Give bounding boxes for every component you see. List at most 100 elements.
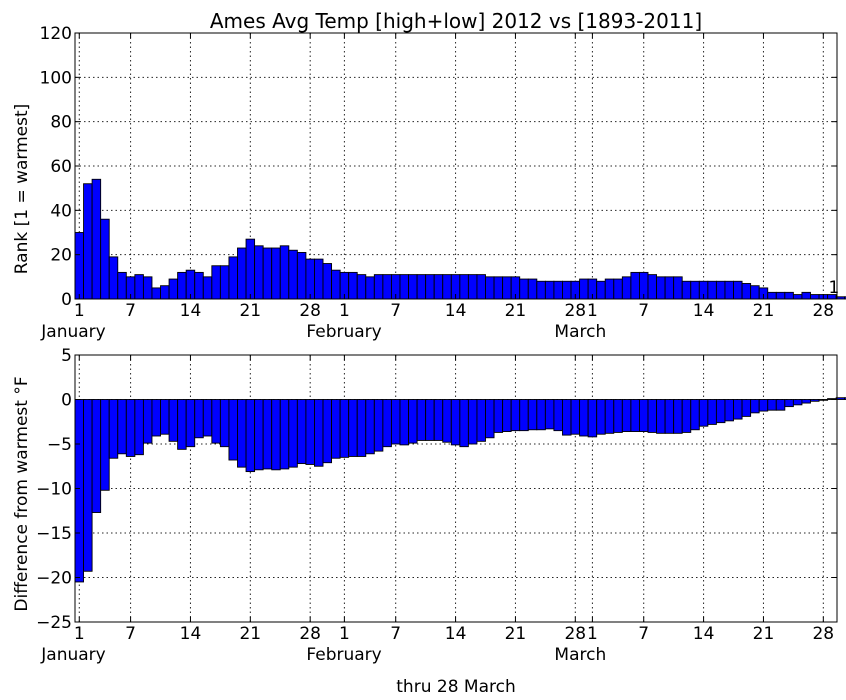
bar [553,280,563,300]
bar [348,399,358,457]
bar [596,280,606,300]
bar [433,399,444,441]
bar [211,399,221,444]
bar [185,399,196,448]
bar [245,399,256,473]
bar [237,399,247,468]
bar [467,399,478,445]
bar [527,399,538,431]
bar [194,399,204,439]
bar [160,399,170,435]
bar [493,276,504,300]
bar [579,399,589,437]
bar [142,276,153,300]
x-tick-label: 1 [74,301,85,321]
x-tick-label: 7 [390,301,401,321]
x-tick-label: 1 [74,624,85,644]
x-tick-label: 14 [445,301,467,321]
bar [117,271,127,300]
bar [579,278,589,300]
month-label: January [40,322,105,342]
x-tick-label: 28 [299,301,321,321]
bar [476,399,486,442]
bar [596,399,606,435]
bar [134,274,144,300]
bar [562,399,572,436]
bar [707,399,717,425]
bar [408,274,418,300]
rank-y-axis-label: Rank [1 = warmest] [12,104,32,275]
bar [750,285,760,300]
bar [108,399,119,459]
bar [416,399,427,441]
bar [245,238,256,300]
month-label: February [306,322,381,342]
bar [91,399,102,513]
bar [416,274,427,300]
x-tick-label: 1 [339,624,350,644]
bar [331,269,341,300]
x-tick-label: 21 [505,301,527,321]
bar [510,399,521,432]
bar [442,399,452,443]
x-axis-label: thru 28 March [396,677,515,697]
x-tick-label: 28 [564,301,586,321]
bar [450,399,461,446]
bar [74,232,85,300]
bar [314,258,324,300]
bar [630,271,640,300]
bar [108,256,119,300]
bar [621,399,632,432]
bar [476,274,486,300]
difference-y-axis-label: Difference from warmest °F [12,376,32,611]
bar [237,247,247,300]
bar [844,397,846,400]
y-tick-label: 0 [61,290,72,310]
x-tick-label: 28 [812,624,834,644]
bar [527,278,538,300]
bar [151,287,161,300]
bar [784,291,794,300]
y-tick-label: −5 [47,435,72,455]
bar [733,399,743,420]
bar [228,399,238,461]
bar [767,399,777,411]
bar [775,399,786,411]
bar [647,399,657,433]
bar [673,276,683,300]
bar [621,276,632,300]
x-tick-label: 7 [125,301,136,321]
bar [724,280,734,300]
bar [715,399,726,424]
x-tick-label: 28 [564,624,586,644]
bar [177,399,187,450]
bar [83,183,93,300]
bar [211,265,221,300]
bar [485,399,495,439]
bar [536,280,546,300]
x-tick-label: 14 [180,301,202,321]
bar [262,399,273,470]
bar [459,399,469,448]
bar [656,399,666,434]
bar [792,399,803,406]
bar [485,276,495,300]
month-label: March [554,322,606,342]
bar [690,280,700,300]
bar [125,399,136,457]
last-rank-annotation: 1 [828,278,839,298]
bar [502,276,512,300]
bar [750,399,760,414]
x-tick-label: 21 [239,624,261,644]
x-tick-label: 14 [445,624,467,644]
bar [467,274,478,300]
y-tick-label: −10 [36,480,72,500]
bar [647,274,657,300]
x-tick-label: 21 [753,301,775,321]
bar [279,245,290,300]
bar [604,399,615,434]
bar [142,399,153,444]
x-tick-label: 28 [812,301,834,321]
